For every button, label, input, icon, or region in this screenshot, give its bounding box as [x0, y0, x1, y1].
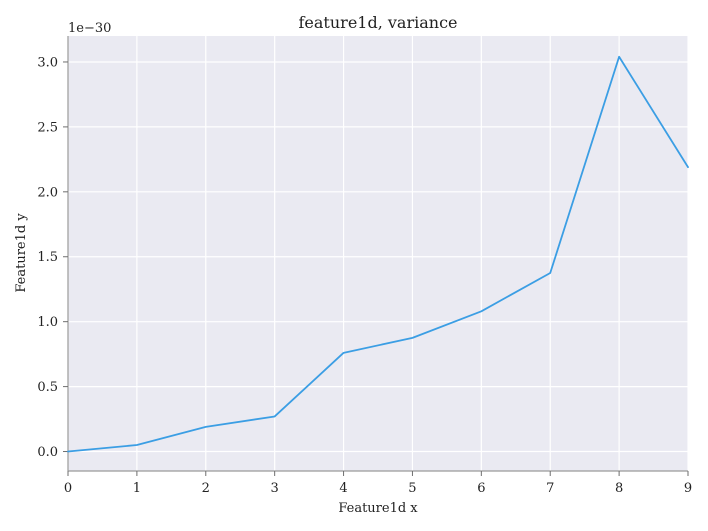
x-axis-ticks: 0 1 2 3 4 5 6 7 8 9	[64, 471, 692, 496]
y-axis-label: Feature1d y	[14, 213, 29, 293]
x-tick-label: 8	[615, 481, 623, 496]
chart-title: feature1d, variance	[299, 13, 458, 32]
x-tick-label: 4	[339, 481, 347, 496]
x-axis-label: Feature1d x	[338, 501, 418, 516]
y-tick-label: 1.0	[37, 315, 58, 330]
y-axis-ticks: 0.0 0.5 1.0 1.5 2.0 2.5 3.0	[37, 55, 68, 460]
plot-area	[68, 36, 688, 471]
y-tick-label: 2.5	[37, 120, 58, 135]
x-tick-label: 1	[133, 481, 141, 496]
x-tick-label: 7	[546, 481, 554, 496]
y-tick-label: 0.5	[37, 380, 58, 395]
grid-lines	[67, 36, 689, 471]
y-tick-label: 2.0	[37, 185, 58, 200]
x-tick-label: 6	[477, 481, 485, 496]
x-tick-label: 9	[684, 481, 692, 496]
y-tick-label: 1.5	[37, 250, 58, 265]
y-tick-label: 0.0	[37, 445, 58, 460]
y-tick-label: 3.0	[37, 55, 58, 70]
y-axis-offset-label: 1e−30	[68, 21, 111, 36]
x-tick-label: 5	[408, 481, 416, 496]
series-line	[67, 55, 689, 453]
x-tick-label: 3	[271, 481, 279, 496]
x-tick-label: 0	[64, 481, 72, 496]
series-layer	[67, 55, 689, 453]
axes-spines	[67, 36, 688, 472]
x-tick-label: 2	[202, 481, 210, 496]
